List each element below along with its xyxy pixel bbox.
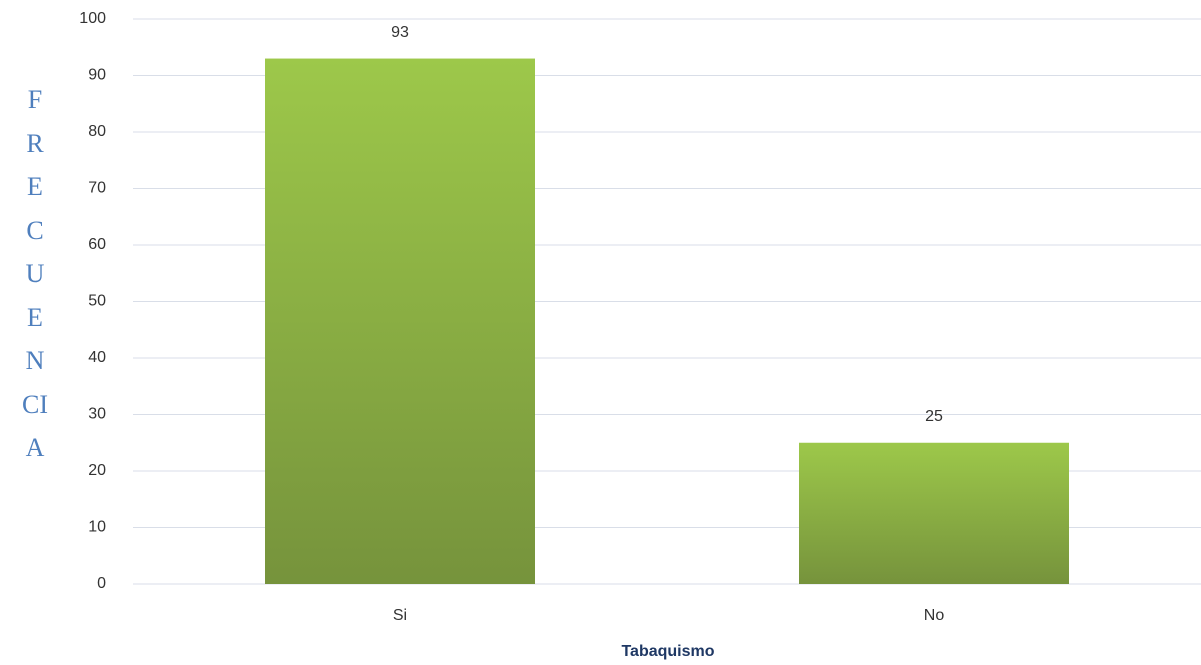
x-axis-title: Tabaquismo	[621, 643, 714, 660]
y-tick-label: 90	[88, 67, 106, 84]
y-tick-label: 50	[88, 293, 106, 310]
bar	[265, 58, 535, 585]
data-label: 25	[925, 408, 943, 425]
bar	[799, 442, 1069, 584]
y-tick-label: 40	[88, 349, 106, 366]
y-tick-label: 30	[88, 406, 106, 423]
y-tick-label: 20	[88, 462, 106, 479]
y-tick-label: 0	[97, 575, 106, 592]
y-tick-label: 70	[88, 180, 106, 197]
x-tick-label: Si	[393, 607, 407, 624]
data-label: 93	[391, 24, 409, 41]
x-tick-label: No	[924, 607, 945, 624]
y-tick-label: 10	[88, 519, 106, 536]
y-tick-label: 80	[88, 123, 106, 140]
y-axis-title: FRECUENCIA	[22, 85, 48, 462]
y-tick-label: 100	[79, 10, 106, 27]
y-tick-label: 60	[88, 236, 106, 253]
